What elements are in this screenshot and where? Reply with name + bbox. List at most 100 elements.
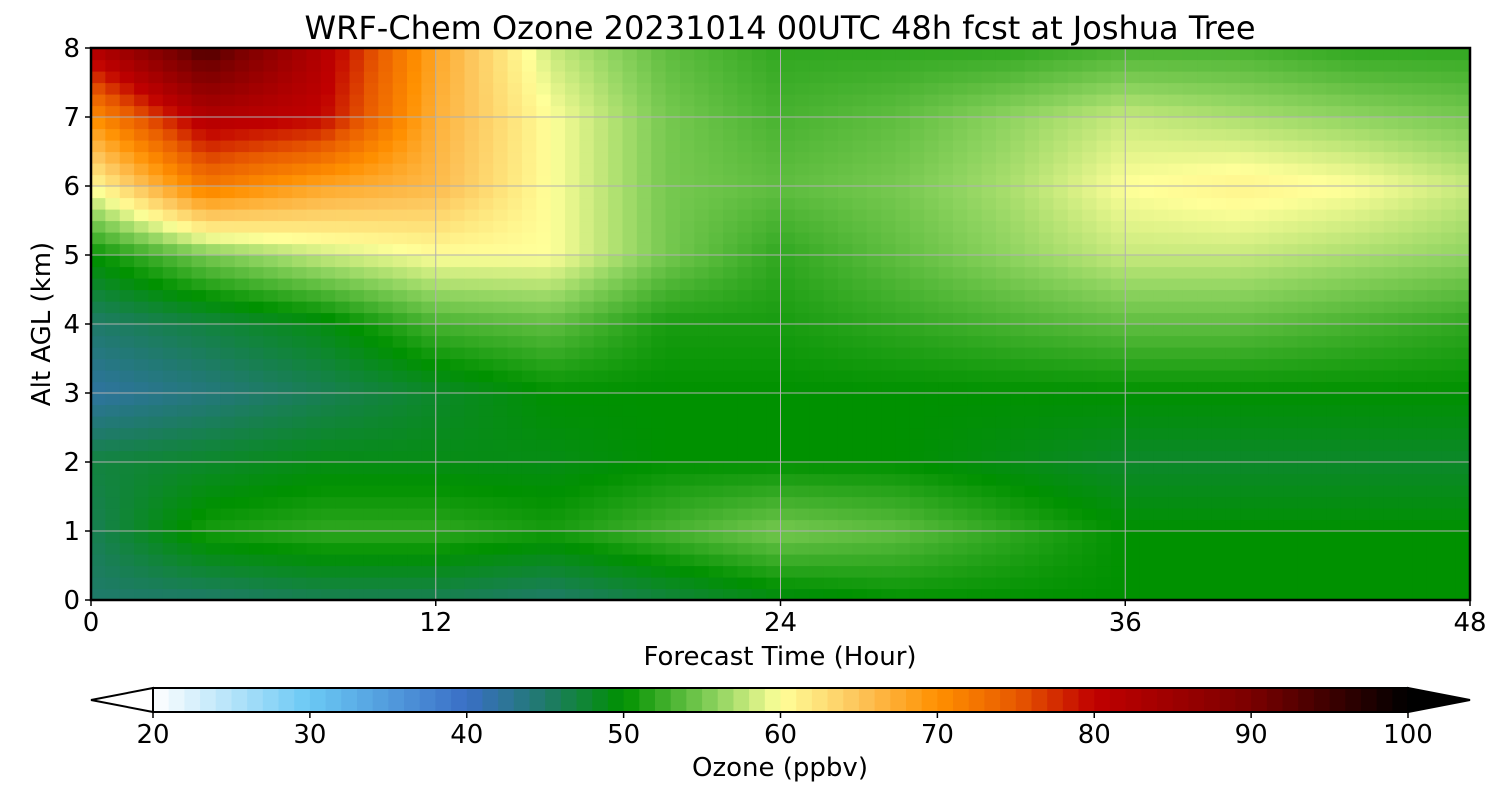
heatmap-cell — [1211, 266, 1227, 279]
heatmap-cell — [723, 48, 738, 61]
heatmap-cell — [636, 209, 652, 222]
heatmap-cell — [421, 186, 437, 199]
heatmap-cell — [1426, 301, 1442, 314]
heatmap-cell — [1412, 531, 1428, 544]
heatmap-cell — [1153, 519, 1169, 532]
heatmap-cell — [162, 94, 178, 107]
heatmap-cell — [809, 370, 825, 383]
heatmap-cell — [967, 416, 983, 429]
heatmap-cell — [593, 232, 609, 245]
heatmap-cell — [751, 519, 767, 532]
heatmap-cell — [249, 105, 264, 118]
heatmap-cell — [162, 519, 178, 532]
heatmap-cell — [1441, 427, 1457, 440]
heatmap-cell — [134, 358, 150, 371]
heatmap-cell — [177, 174, 193, 187]
heatmap-cell — [478, 278, 494, 291]
heatmap-cell — [105, 393, 121, 406]
heatmap-cell — [1010, 565, 1026, 578]
heatmap-cell — [967, 554, 983, 567]
heatmap-cell — [708, 220, 724, 233]
heatmap-cell — [1096, 174, 1112, 187]
heatmap-cell — [794, 508, 810, 521]
heatmap-cell — [1240, 496, 1256, 509]
heatmap-cell — [1197, 140, 1213, 153]
heatmap-cell — [205, 542, 221, 555]
heatmap-cell — [191, 255, 207, 268]
heatmap-cell — [1268, 289, 1284, 302]
heatmap-cell — [852, 301, 868, 314]
heatmap-cell — [134, 312, 150, 325]
heatmap-cell — [191, 404, 207, 417]
heatmap-cell — [938, 554, 954, 567]
heatmap-cell — [694, 128, 710, 141]
heatmap-cell — [1139, 427, 1155, 440]
heatmap-cell — [837, 358, 853, 371]
heatmap-cell — [1240, 531, 1256, 544]
heatmap-cell — [292, 82, 308, 95]
heatmap-cell — [191, 531, 207, 544]
colorbar-segment — [921, 688, 938, 712]
heatmap-cell — [421, 312, 437, 325]
heatmap-cell — [392, 94, 408, 107]
heatmap-cell — [507, 404, 523, 417]
heatmap-cell — [363, 496, 379, 509]
heatmap-cell — [1426, 243, 1442, 256]
heatmap-cell — [1168, 565, 1184, 578]
heatmap-cell — [737, 381, 753, 394]
heatmap-cell — [737, 255, 753, 268]
heatmap-cell — [1311, 496, 1327, 509]
heatmap-cell — [751, 531, 767, 544]
heatmap-cell — [1240, 335, 1256, 348]
heatmap-cell — [794, 496, 810, 509]
heatmap-cell — [1197, 255, 1213, 268]
heatmap-cell — [608, 370, 624, 383]
heatmap-cell — [708, 59, 724, 72]
heatmap-cell — [981, 577, 997, 590]
heatmap-cell — [694, 439, 710, 452]
heatmap-cell — [737, 117, 753, 130]
heatmap-cell — [177, 163, 193, 176]
heatmap-cell — [1426, 577, 1442, 590]
heatmap-cell — [220, 404, 236, 417]
heatmap-cell — [320, 301, 336, 314]
heatmap-cell — [1053, 416, 1069, 429]
heatmap-cell — [1383, 404, 1399, 417]
heatmap-cell — [1369, 209, 1385, 222]
heatmap-cell — [1297, 519, 1313, 532]
heatmap-cell — [162, 209, 178, 222]
heatmap-cell — [881, 312, 897, 325]
heatmap-cell — [1010, 508, 1026, 521]
heatmap-cell — [924, 48, 940, 61]
heatmap-cell — [234, 531, 250, 544]
heatmap-cell — [780, 324, 796, 337]
heatmap-cell — [478, 324, 494, 337]
heatmap-cell — [751, 496, 767, 509]
heatmap-cell — [1326, 347, 1342, 360]
heatmap-cell — [1053, 220, 1069, 233]
heatmap-cell — [162, 255, 178, 268]
heatmap-cell — [407, 485, 422, 498]
heatmap-cell — [507, 232, 523, 245]
heatmap-cell — [1010, 186, 1026, 199]
heatmap-cell — [593, 381, 609, 394]
heatmap-cell — [1326, 174, 1342, 187]
heatmap-cell — [1383, 473, 1399, 486]
heatmap-cell — [1153, 554, 1169, 567]
heatmap-cell — [292, 105, 308, 118]
heatmap-cell — [981, 347, 997, 360]
heatmap-cell — [1441, 531, 1457, 544]
heatmap-cell — [579, 485, 595, 498]
heatmap-cell — [263, 128, 279, 141]
heatmap-cell — [1182, 312, 1198, 325]
heatmap-cell — [320, 243, 336, 256]
heatmap-cell — [1426, 197, 1442, 210]
heatmap-cell — [105, 381, 121, 394]
heatmap-cell — [1082, 209, 1098, 222]
heatmap-cell — [608, 427, 624, 440]
heatmap-cell — [263, 381, 279, 394]
heatmap-cell — [1369, 301, 1385, 314]
heatmap-cell — [536, 174, 552, 187]
heatmap-cell — [895, 531, 911, 544]
heatmap-cell — [751, 232, 767, 245]
